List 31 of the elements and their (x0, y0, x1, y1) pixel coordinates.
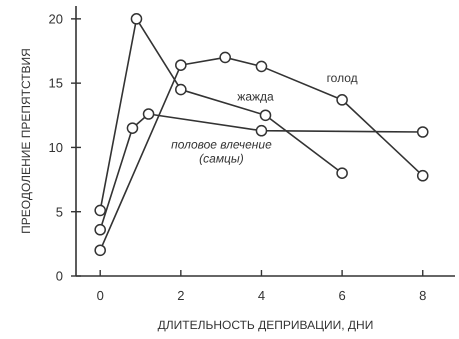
y-tick-label: 0 (56, 268, 63, 284)
series-label: жажда (237, 89, 274, 104)
point (175, 59, 187, 71)
point (416, 170, 429, 182)
point (94, 244, 106, 256)
point (219, 52, 231, 64)
point (256, 124, 268, 136)
point (142, 108, 154, 120)
y-axis-title: ПРЕОДОЛЕНИЕ ПРЕПЯТСТВИЯ (19, 48, 33, 234)
x-axis-title: ДЛИТЕЛЬНОСТЬ ДЕПРИВАЦИИ, ДНИ (158, 318, 374, 332)
x-tick-label: 8 (419, 288, 426, 303)
point (94, 204, 106, 216)
point (175, 84, 187, 96)
x-tick-label: 0 (96, 288, 104, 303)
point (126, 122, 138, 134)
x-tick-label: 4 (258, 288, 266, 303)
y-tick-label: 20 (48, 11, 63, 26)
point (256, 60, 268, 72)
point (336, 94, 348, 106)
point (416, 126, 429, 138)
x-tick-label: 6 (338, 288, 346, 303)
series-label: голод (326, 70, 358, 85)
point (130, 13, 142, 25)
point (260, 110, 272, 122)
y-tick-label: 15 (48, 76, 63, 91)
point (94, 224, 106, 236)
y-tick-label: 10 (48, 140, 63, 155)
x-tick-label: 2 (177, 288, 184, 303)
series-label: половое влечение (самцы) (171, 138, 272, 166)
y-tick-label: 5 (56, 204, 63, 220)
point (336, 167, 348, 179)
